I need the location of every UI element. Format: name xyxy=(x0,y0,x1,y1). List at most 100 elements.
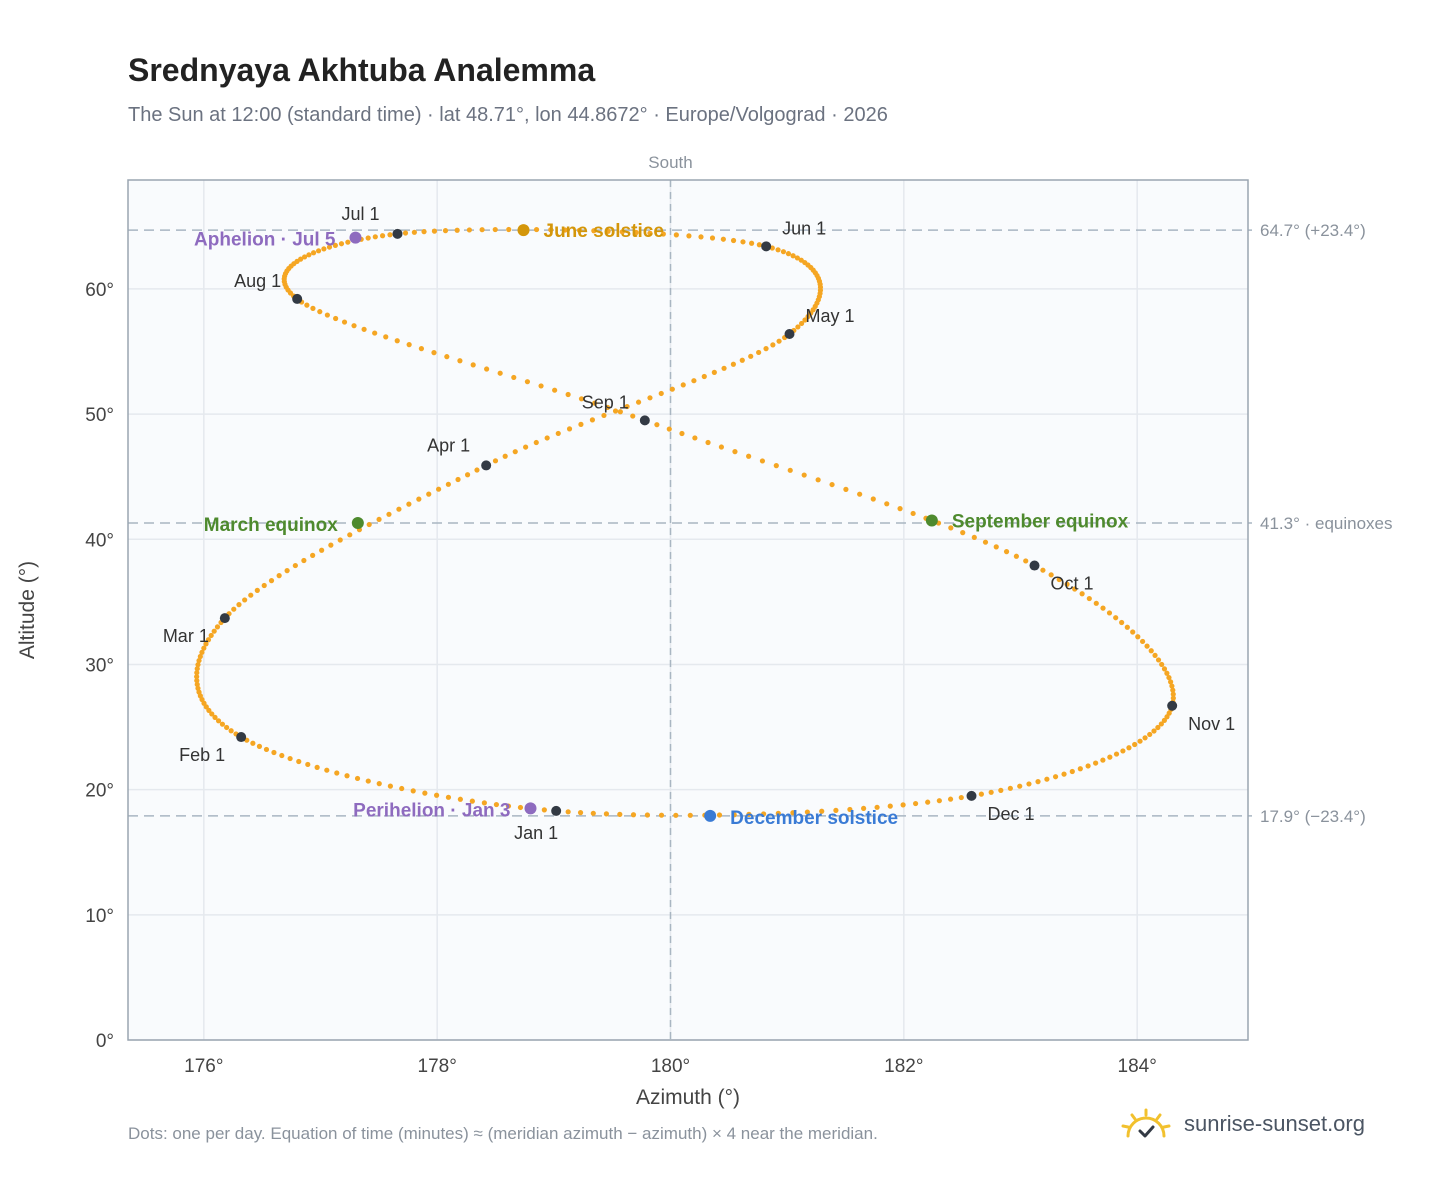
daily-dot xyxy=(410,788,416,794)
daily-dot xyxy=(310,305,316,311)
daily-dot xyxy=(993,544,999,550)
daily-dot xyxy=(304,302,310,308)
daily-dot xyxy=(332,242,338,248)
daily-dot xyxy=(387,783,393,789)
daily-dot xyxy=(406,501,412,507)
daily-dot xyxy=(196,657,202,664)
daily-dot xyxy=(533,439,539,446)
daily-dot xyxy=(1093,760,1099,766)
daily-dot xyxy=(201,645,207,651)
daily-dot xyxy=(1003,549,1010,555)
daily-dot xyxy=(215,718,222,724)
daily-dot xyxy=(224,724,230,731)
daily-dot xyxy=(376,781,382,787)
daily-dot xyxy=(998,787,1004,793)
daily-dot xyxy=(804,809,810,815)
reference-line-label: 17.9° (−23.4°) xyxy=(1260,807,1366,826)
daily-dot xyxy=(305,761,311,768)
y-tick-label: 50° xyxy=(85,405,114,426)
plot-area xyxy=(128,180,1248,1040)
daily-dot xyxy=(666,426,672,432)
daily-dot xyxy=(801,472,807,478)
month-marker-label: Mar 1 xyxy=(163,626,209,646)
y-tick-label: 40° xyxy=(85,530,114,551)
daily-dot xyxy=(884,501,890,507)
daily-dot xyxy=(1120,748,1126,754)
month-marker xyxy=(481,460,492,471)
daily-dot xyxy=(194,670,200,676)
daily-dot xyxy=(474,467,480,473)
daily-dot xyxy=(1158,721,1164,727)
daily-dot xyxy=(1013,553,1019,559)
daily-dot xyxy=(861,805,867,812)
brand-logo[interactable]: sunrise-sunset.org xyxy=(1120,1104,1365,1144)
daily-dot xyxy=(287,755,293,762)
month-marker-label: Nov 1 xyxy=(1188,714,1235,734)
daily-dot xyxy=(334,770,340,776)
daily-dot xyxy=(1077,766,1083,772)
month-marker-label: Oct 1 xyxy=(1051,574,1094,594)
daily-dot xyxy=(605,228,611,234)
month-marker-label: Jun 1 xyxy=(782,218,826,238)
daily-dot xyxy=(730,361,736,367)
daily-dot xyxy=(1170,687,1176,693)
daily-dot xyxy=(692,435,698,441)
daily-dot xyxy=(228,728,234,734)
daily-dot xyxy=(948,525,954,531)
daily-dot xyxy=(399,785,405,792)
daily-dot xyxy=(687,812,693,818)
y-tick-label: 60° xyxy=(85,280,114,301)
daily-dot xyxy=(958,794,964,801)
axes: 176° 178° 180° 182° 184° 0° 10° 20° 30° 40° 50° 60°… xyxy=(16,280,1157,1109)
daily-dot xyxy=(578,396,585,402)
daily-dot xyxy=(256,743,263,749)
daily-dot xyxy=(206,707,212,714)
daily-dot xyxy=(1107,754,1113,760)
daily-dot xyxy=(387,232,393,238)
daily-dot xyxy=(328,542,334,548)
daily-dot xyxy=(457,796,463,802)
daily-dot xyxy=(829,481,835,488)
daily-dot xyxy=(310,552,316,558)
daily-dot xyxy=(1100,605,1106,611)
daily-dot xyxy=(1130,629,1136,635)
daily-dot xyxy=(434,792,440,798)
daily-dot xyxy=(794,255,800,261)
daily-dot xyxy=(730,237,737,244)
month-marker xyxy=(761,241,772,252)
daily-dot xyxy=(647,395,653,401)
daily-dot xyxy=(617,811,623,817)
daily-dot xyxy=(721,365,727,371)
month-marker xyxy=(219,613,230,624)
daily-dot xyxy=(1061,771,1067,777)
daily-dot xyxy=(591,228,597,234)
daily-dot xyxy=(576,227,583,233)
y-tick-label: 10° xyxy=(85,906,114,927)
daily-dot xyxy=(203,641,209,647)
daily-dot xyxy=(1007,785,1013,791)
x-axis-title: Azimuth (°) xyxy=(636,1086,740,1109)
daily-dot xyxy=(635,399,642,405)
daily-dot xyxy=(236,602,242,608)
daily-dot xyxy=(732,449,738,455)
event-marker-label: September equinox xyxy=(952,511,1129,532)
daily-dot xyxy=(1100,757,1106,763)
daily-dot xyxy=(566,426,573,432)
month-markers: Jan 1 Feb 1 Mar 1 Apr 1 May 1 Jun 1 Jul 1 Aug 1… xyxy=(163,204,1235,843)
month-marker xyxy=(1167,700,1178,711)
event-marker xyxy=(925,514,938,527)
daily-dot xyxy=(454,227,460,233)
daily-dot xyxy=(361,326,367,332)
event-marker-label: March equinox xyxy=(204,515,339,536)
event-marker xyxy=(349,231,362,244)
daily-dot xyxy=(1151,728,1157,734)
daily-dot xyxy=(406,342,412,348)
daily-dot xyxy=(457,358,463,364)
y-axis-title: Altitude (°) xyxy=(16,561,39,659)
daily-dot xyxy=(887,803,893,809)
daily-dot xyxy=(978,791,984,797)
daily-dot xyxy=(1056,576,1062,583)
daily-dot xyxy=(431,350,437,356)
daily-dot xyxy=(775,810,781,816)
y-tick-label: 0° xyxy=(96,1031,114,1052)
